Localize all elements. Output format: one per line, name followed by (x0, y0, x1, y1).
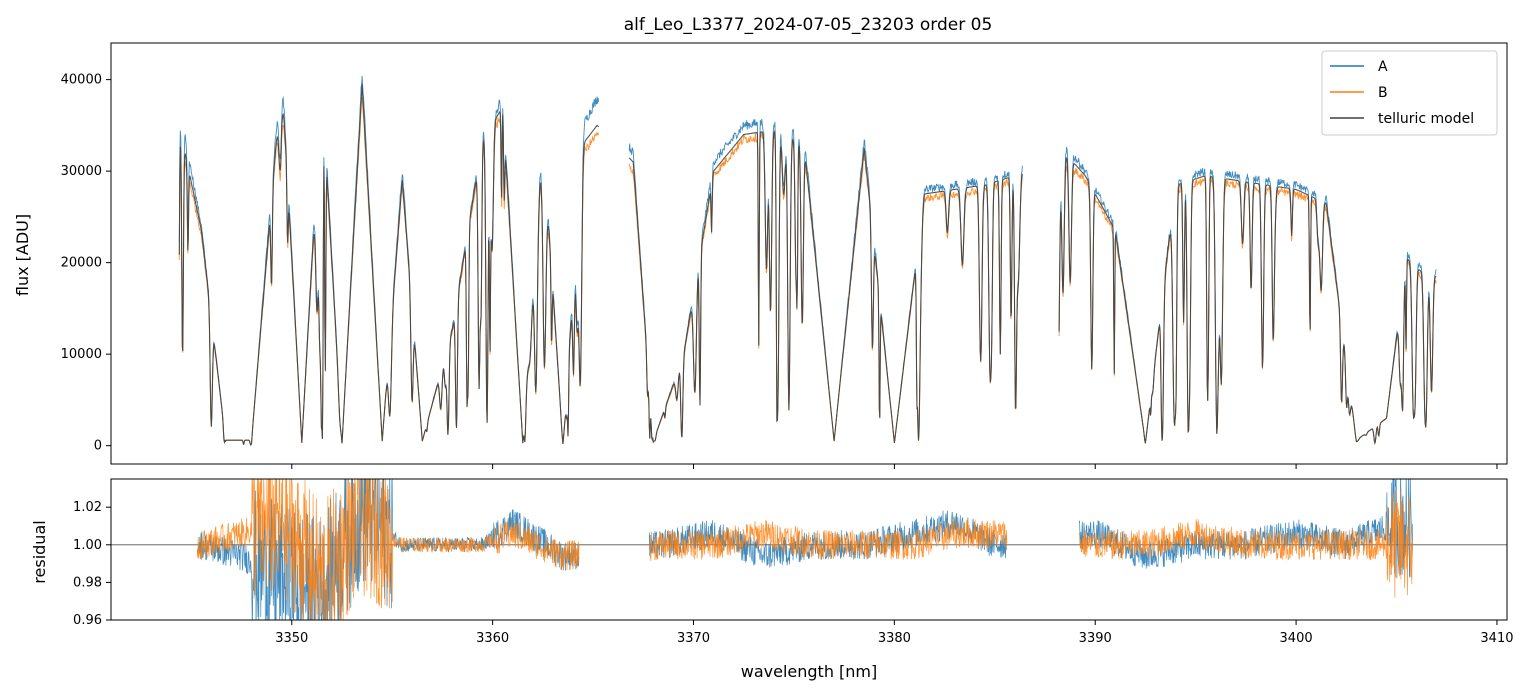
legend-label-model: telluric model (1378, 111, 1474, 127)
legend-label-b: B (1378, 85, 1388, 101)
residual-y-tick-label: 1.02 (73, 500, 102, 515)
flux-y-tick-label: 10000 (61, 347, 102, 362)
flux-y-tick-label: 40000 (61, 73, 102, 88)
residual-y-axis-label: residual (30, 520, 49, 583)
x-tick-label: 3410 (1480, 631, 1513, 646)
flux-y-ticks: 0 10000 20000 30000 40000 (61, 73, 111, 454)
flux-series-telluric-model (178, 84, 1437, 446)
flux-y-tick-label: 30000 (61, 164, 102, 179)
residual-series-group (111, 479, 1507, 620)
x-axis-label: wavelength [nm] (741, 662, 878, 681)
flux-series-group (178, 75, 1437, 446)
x-tick-label: 3350 (275, 631, 308, 646)
residual-x-ticks: 3350 3360 3370 3380 3390 3400 3410 (275, 620, 1514, 646)
residual-axes-frame (110, 478, 1508, 621)
flux-axes-frame (110, 42, 1508, 465)
flux-x-ticks (291, 464, 1498, 469)
legend-box (1321, 50, 1498, 136)
chart-title: alf_Leo_L3377_2024-07-05_23203 order 05 (624, 15, 993, 35)
legend-label-a: A (1378, 59, 1388, 75)
x-tick-label: 3380 (878, 631, 911, 646)
flux-y-tick-label: 20000 (61, 256, 102, 271)
flux-y-tick-label: 0 (94, 439, 102, 454)
x-tick-label: 3360 (476, 631, 509, 646)
residual-y-ticks: 0.96 0.98 1.00 1.02 (73, 500, 111, 628)
residual-panel: 0.96 0.98 1.00 1.02 3350 3360 3370 3380 3390 340… (30, 478, 1514, 681)
legend: A B telluric model (1321, 50, 1498, 136)
flux-panel: 0 10000 20000 30000 40000 flux [ADU] A B tel… (13, 42, 1508, 469)
residual-series-b (197, 479, 1413, 620)
flux-y-axis-label: flux [ADU] (13, 214, 32, 296)
flux-plot-area (111, 43, 1507, 464)
residual-y-tick-label: 1.00 (73, 538, 102, 553)
residual-y-tick-label: 0.96 (73, 613, 102, 628)
residual-y-tick-label: 0.98 (73, 575, 102, 590)
x-tick-label: 3400 (1280, 631, 1313, 646)
x-tick-label: 3370 (677, 631, 710, 646)
x-tick-label: 3390 (1079, 631, 1112, 646)
